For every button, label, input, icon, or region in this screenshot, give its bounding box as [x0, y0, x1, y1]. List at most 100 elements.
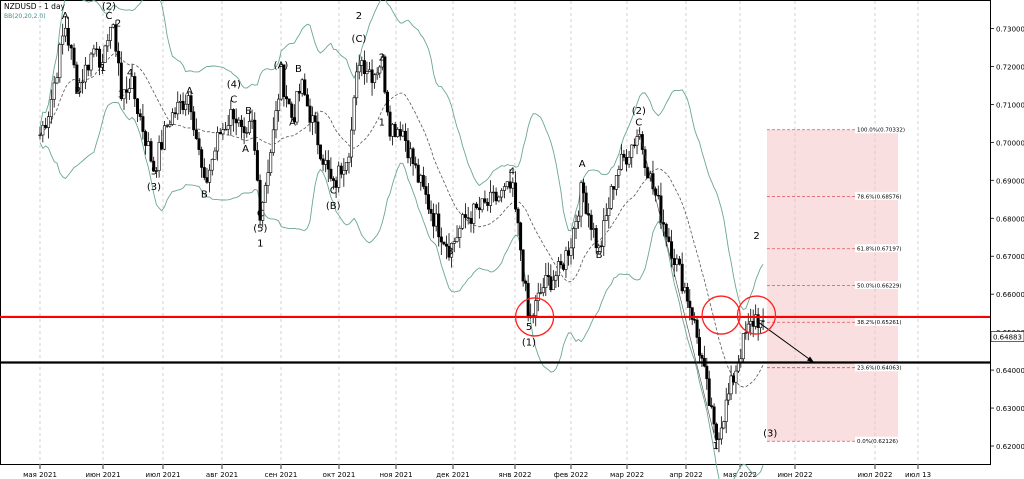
candle-body — [130, 76, 134, 89]
candle-body — [705, 365, 709, 380]
candle-body — [347, 156, 351, 163]
candle-body — [95, 48, 99, 50]
candle-body — [604, 215, 608, 221]
candle-body — [695, 319, 699, 338]
x-tick-label: июл 2021 — [146, 471, 181, 479]
wave-label: (3) — [147, 182, 161, 193]
x-tick-label: ноя 2021 — [379, 471, 412, 479]
candle-body — [419, 175, 423, 183]
y-tick-label: 0.69000 — [996, 177, 1024, 185]
candle-body — [693, 319, 697, 321]
candle-body — [114, 24, 118, 52]
candle-body — [683, 286, 687, 292]
candle-body — [594, 228, 598, 249]
candle-body — [432, 213, 436, 227]
candle-body — [202, 167, 206, 178]
candle-body — [539, 292, 543, 294]
x-tick-label: мар 2022 — [610, 471, 644, 479]
candle-body — [160, 142, 164, 150]
candle-body — [144, 131, 148, 146]
candle-body — [607, 208, 611, 216]
candle-body — [589, 214, 593, 230]
candle-body — [577, 215, 581, 222]
wave-label: C — [257, 208, 264, 219]
wave-label: A — [62, 11, 69, 22]
candle-body — [44, 125, 48, 128]
candle-body — [744, 332, 748, 334]
wave-label: B — [74, 86, 81, 97]
candle-body — [221, 129, 225, 135]
candle-body — [263, 185, 267, 203]
candle-body — [434, 213, 438, 227]
candle-body — [226, 125, 230, 130]
wave-label: A — [289, 117, 296, 128]
y-tick-label: 0.67000 — [996, 253, 1024, 261]
candle-body — [250, 119, 254, 122]
candle-body — [247, 121, 251, 133]
candle-body — [329, 168, 333, 179]
candle-body — [378, 66, 382, 74]
candle-body — [697, 337, 701, 356]
candle-body — [442, 241, 446, 245]
candle-body — [324, 160, 328, 165]
wave-label: 1 — [100, 63, 106, 74]
x-tick-label: окт 2021 — [323, 471, 356, 479]
candle-body — [69, 44, 73, 49]
candle-body — [729, 375, 733, 395]
candle-body — [170, 112, 174, 125]
candle-body — [287, 98, 291, 105]
candle-body — [282, 64, 286, 97]
candle-body — [536, 292, 540, 301]
forecast-arrowhead — [807, 356, 814, 363]
candle-body — [640, 134, 644, 150]
candle-body — [213, 150, 217, 160]
candle-body — [224, 128, 228, 131]
wave-label: B — [596, 250, 603, 261]
wave-label: B — [245, 106, 252, 117]
wave-label: B — [295, 64, 302, 75]
highlight-circle — [514, 297, 555, 337]
candle-body — [411, 148, 415, 164]
candle-body — [463, 214, 467, 218]
fibonacci-label: 38.2%(0.65261) — [857, 320, 902, 326]
wave-label: (1) — [522, 337, 536, 348]
candle-body — [564, 250, 568, 270]
candle-body — [197, 138, 201, 150]
candle-body — [141, 116, 145, 132]
candle-body — [741, 333, 745, 360]
wave-label: (5) — [253, 224, 267, 235]
candle-body — [710, 405, 714, 408]
candle-body — [401, 130, 405, 137]
candle-body — [253, 119, 257, 151]
candle-body — [194, 129, 198, 139]
candle-body — [75, 64, 79, 93]
candle-body — [732, 375, 736, 383]
candle-body — [38, 134, 42, 137]
candle-body — [584, 192, 588, 214]
x-tick-label: июл 2022 — [858, 471, 893, 479]
candle-body — [672, 258, 676, 266]
candle-body — [308, 105, 312, 123]
candle-body — [52, 82, 56, 100]
candle-body — [165, 125, 169, 127]
candle-body — [86, 64, 90, 71]
candle-body — [303, 79, 307, 96]
wave-label: A — [186, 86, 193, 97]
candle-body — [285, 96, 289, 100]
fibonacci-label-bg — [855, 317, 899, 326]
candle-body — [475, 203, 479, 209]
candle-body — [200, 149, 204, 168]
candle-body — [237, 119, 241, 124]
x-tick-label: мая 2022 — [723, 471, 757, 479]
candle-body — [667, 236, 671, 242]
candle-body — [424, 186, 428, 195]
candle-body — [391, 124, 395, 137]
candle-body — [514, 182, 518, 210]
candle-body — [176, 101, 180, 115]
bollinger-upper — [39, 0, 764, 311]
fibonacci-label-bg — [855, 191, 899, 200]
candle-body — [98, 48, 102, 68]
candle-body — [234, 118, 238, 124]
